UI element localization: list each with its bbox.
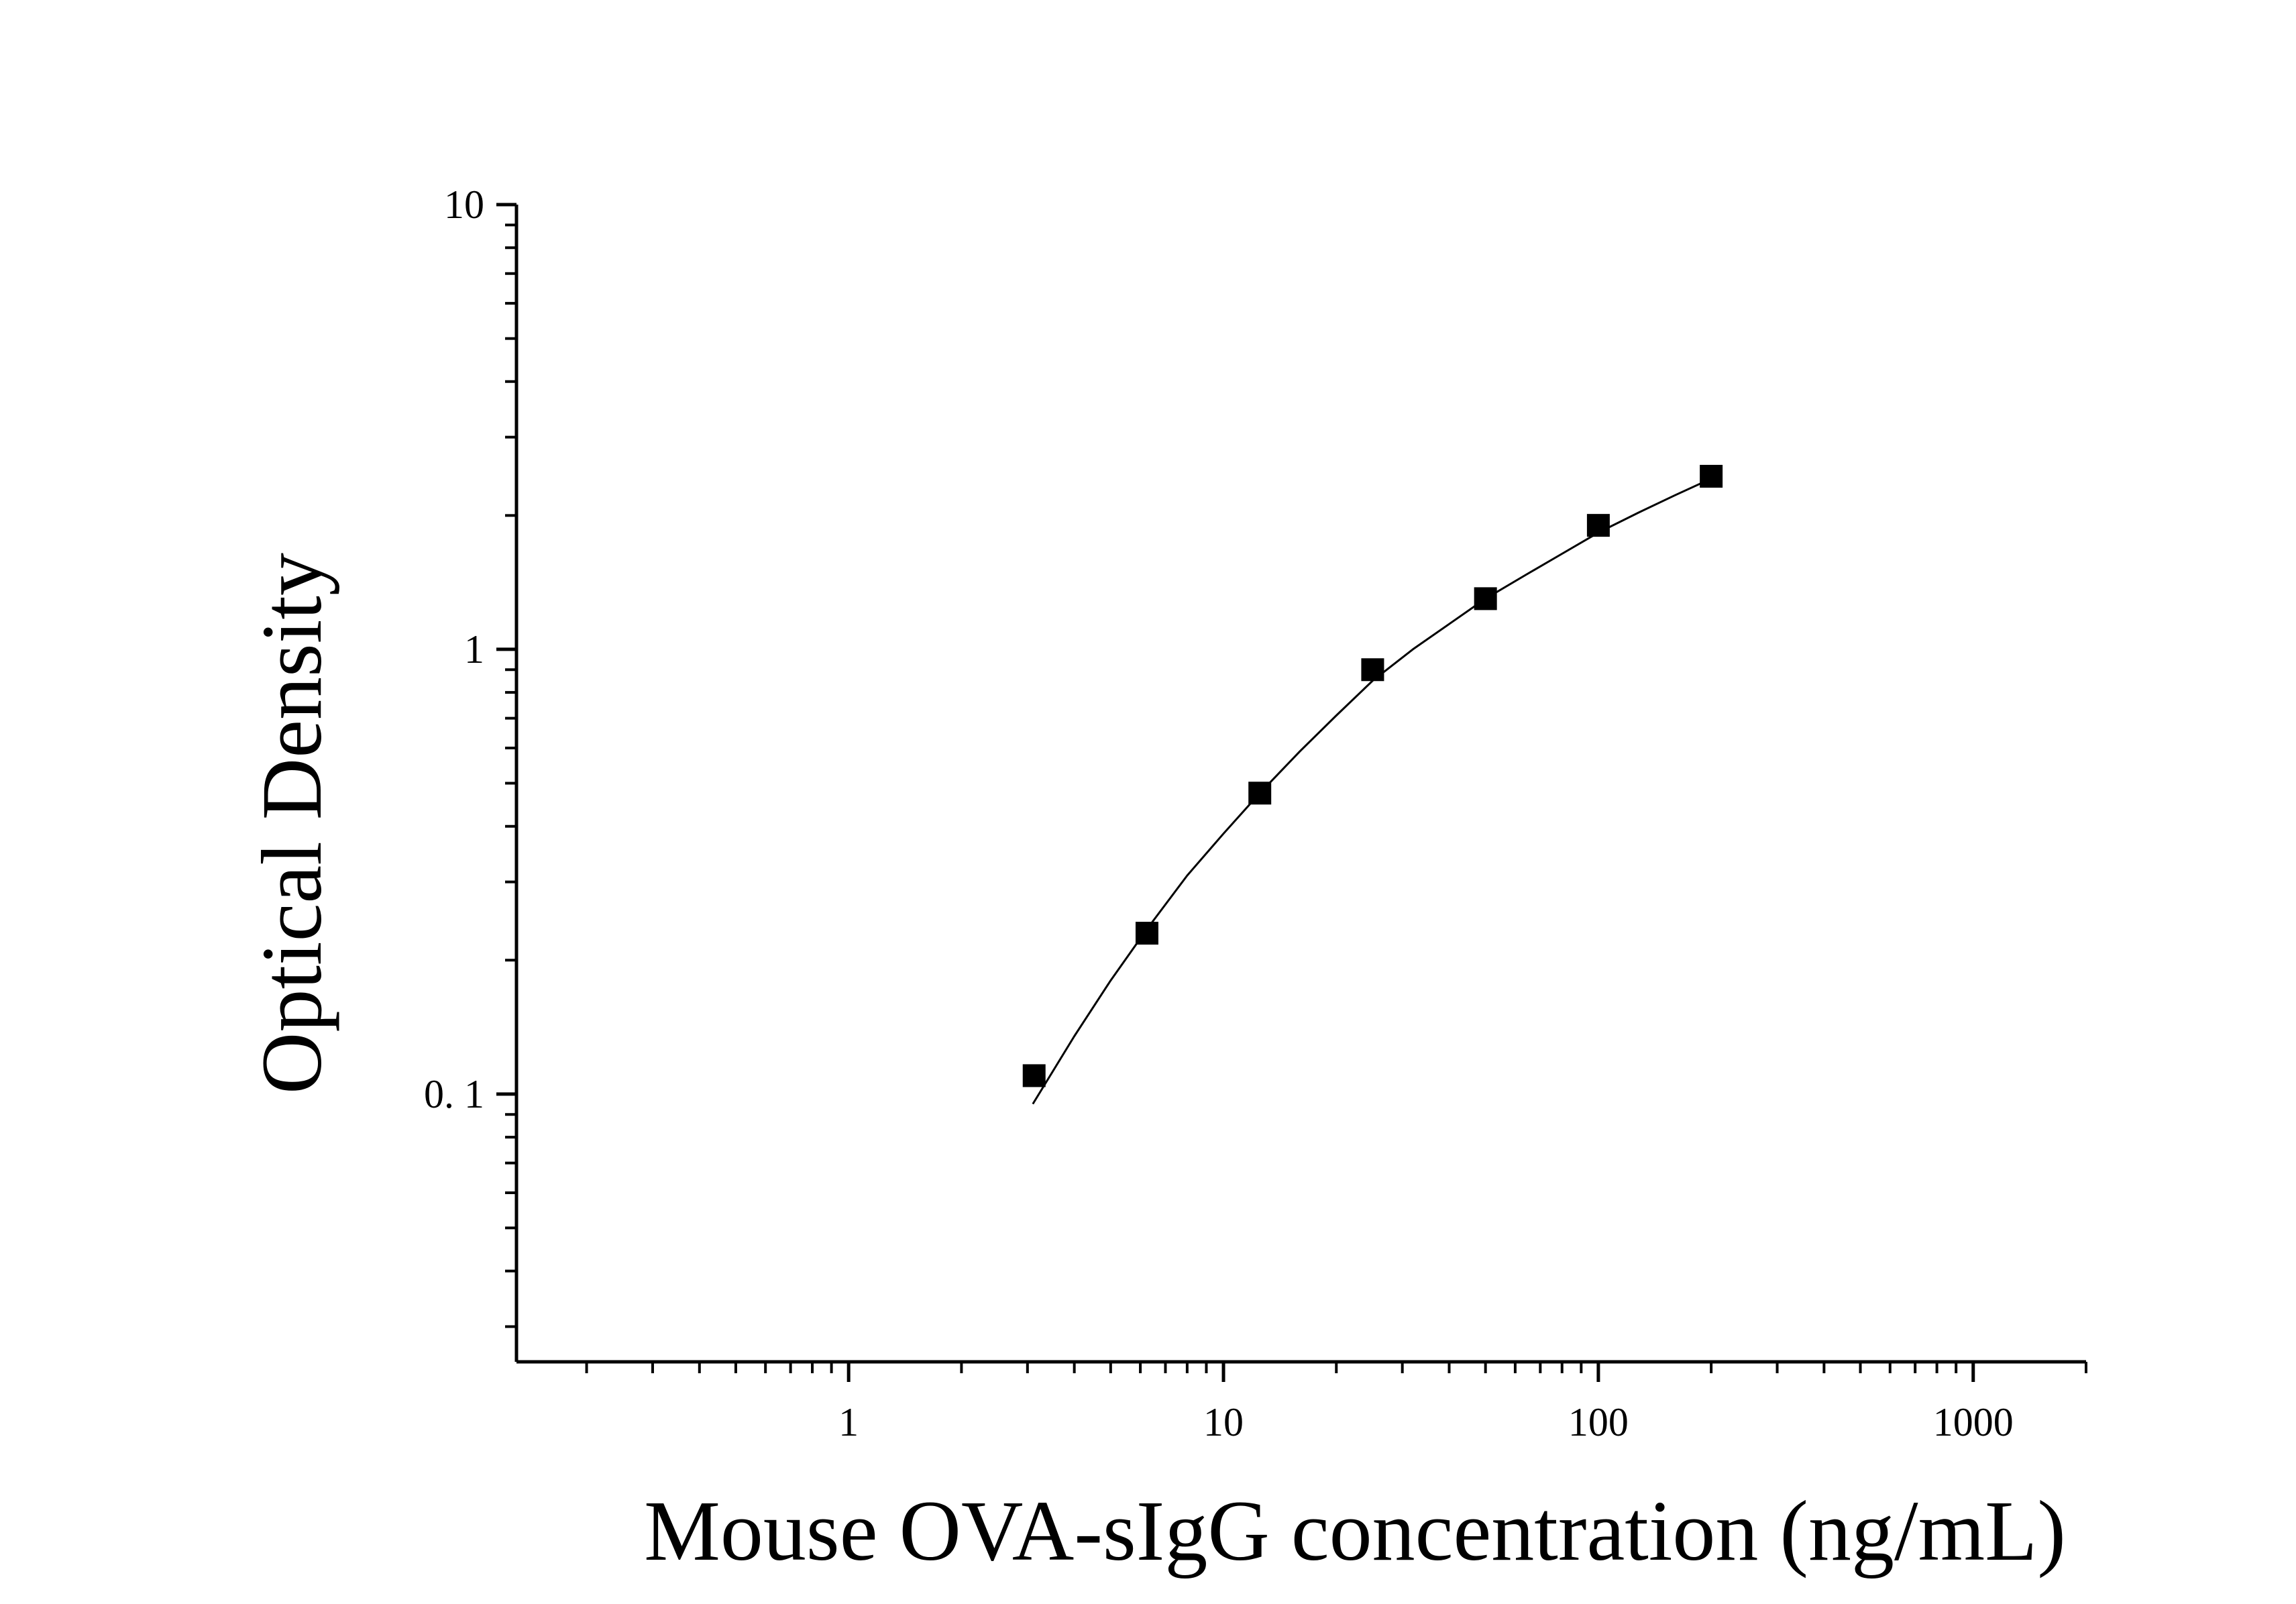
x-axis-ticks: 1 10 100 1000 — [585, 1362, 2087, 1444]
y-axis-title: Optical Density — [244, 553, 339, 1094]
data-point — [1248, 782, 1272, 805]
axes — [514, 205, 2086, 1364]
x-tick-label: 100 — [1568, 1400, 1629, 1444]
data-point — [1022, 1064, 1046, 1087]
y-axis-ticks: 0. 1 1 10 — [424, 182, 516, 1328]
data-point — [1586, 514, 1610, 537]
data-points — [1022, 464, 1723, 1087]
x-tick-label: 10 — [1203, 1400, 1244, 1444]
data-point — [1135, 922, 1158, 945]
fit-curve — [1032, 478, 1712, 1105]
x-axis-title: Mouse OVA-sIgG concentration (ng/mL) — [644, 1483, 2066, 1579]
y-tick-label: 0. 1 — [424, 1072, 484, 1116]
data-point — [1361, 658, 1384, 682]
data-point — [1474, 587, 1497, 610]
x-tick-label: 1000 — [1933, 1400, 2014, 1444]
x-tick-label: 1 — [838, 1400, 859, 1444]
y-tick-label: 10 — [444, 182, 484, 227]
y-tick-label: 1 — [464, 627, 484, 672]
data-point — [1700, 464, 1723, 488]
fit-curve-layer — [1032, 478, 1712, 1105]
